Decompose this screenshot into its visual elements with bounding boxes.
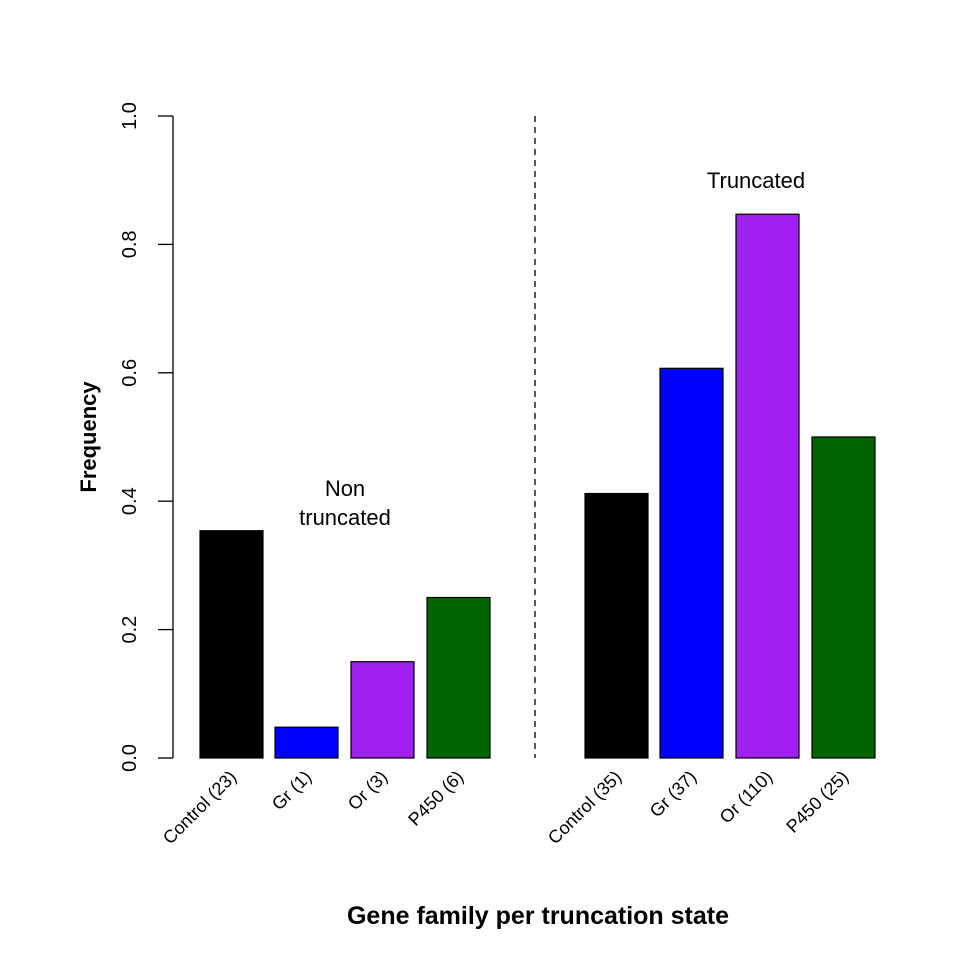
x-tick-label: Control (35) <box>544 767 625 848</box>
y-tick-label: 0.2 <box>119 616 141 644</box>
y-tick-label: 0.8 <box>119 230 141 258</box>
bar <box>350 661 415 759</box>
x-tick-label: Control (23) <box>159 767 240 848</box>
bar <box>426 596 491 759</box>
bar <box>659 367 724 759</box>
y-tick-label: 0.0 <box>119 744 141 772</box>
bars <box>199 213 876 759</box>
x-axis-title: Gene family per truncation state <box>347 902 729 930</box>
x-tick-label: P450 (6) <box>404 767 467 830</box>
bar <box>199 530 264 759</box>
bar <box>274 726 339 759</box>
bar <box>584 492 649 759</box>
bar <box>811 436 876 759</box>
x-tick-label: Or (110) <box>716 767 777 828</box>
y-tick-label: 0.4 <box>119 487 141 515</box>
y-axis: 0.0 0.2 0.4 0.6 0.8 1.0 <box>119 102 174 772</box>
y-tick-label: 1.0 <box>119 102 141 130</box>
bar <box>735 213 800 759</box>
x-tick-label: P450 (25) <box>782 767 852 837</box>
x-tick-label: Gr (37) <box>646 767 700 821</box>
y-tick-label: 0.6 <box>119 359 141 387</box>
group-annotation: Truncated <box>707 168 805 193</box>
x-tick-label: Or (3) <box>344 767 391 814</box>
group-annotation: Non truncated <box>299 476 391 530</box>
x-tick-label: Gr (1) <box>268 767 315 814</box>
y-axis-title: Frequency <box>76 381 101 493</box>
x-tick-labels: Control (23) Gr (1) Or (3) P450 (6) Control … <box>159 767 852 848</box>
group-annotations: Non truncated Truncated <box>299 168 805 530</box>
